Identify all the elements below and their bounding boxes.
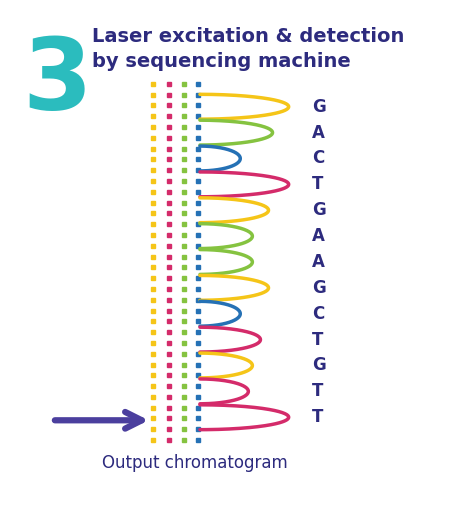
Text: 3: 3: [22, 34, 92, 132]
Text: A: A: [312, 253, 325, 271]
Text: Output chromatogram: Output chromatogram: [102, 454, 288, 472]
Text: G: G: [312, 98, 326, 116]
Text: G: G: [312, 279, 326, 297]
Text: T: T: [312, 408, 324, 426]
Text: A: A: [312, 124, 325, 141]
Text: A: A: [312, 227, 325, 245]
Text: T: T: [312, 175, 324, 193]
Text: T: T: [312, 383, 324, 400]
Text: G: G: [312, 357, 326, 374]
Text: T: T: [312, 330, 324, 349]
Text: G: G: [312, 201, 326, 219]
Text: Laser excitation & detection
by sequencing machine: Laser excitation & detection by sequenci…: [92, 27, 405, 70]
Text: C: C: [312, 305, 324, 323]
Text: C: C: [312, 149, 324, 168]
